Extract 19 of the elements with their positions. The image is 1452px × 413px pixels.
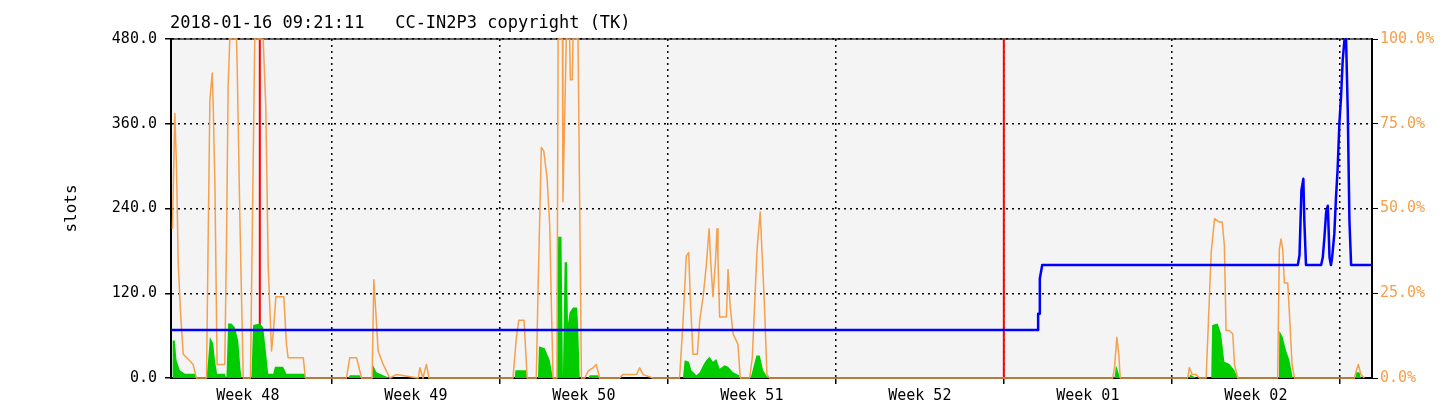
y-tick-label: 360.0 <box>111 113 157 132</box>
y-axis-title: slots <box>60 184 80 233</box>
x-tick-label: Week 51 <box>720 385 784 404</box>
y-tick-label: 480.0 <box>111 28 157 47</box>
y2-tick-label: 25.0% <box>1380 283 1426 302</box>
y-tick-label: 240.0 <box>111 198 157 217</box>
x-tick-label: Week 50 <box>552 385 616 404</box>
x-tick-label: Week 48 <box>216 385 280 404</box>
y2-tick-label: 50.0% <box>1380 198 1426 217</box>
chart-title: 2018-01-16 09:21:11 CC-IN2P3 copyright (TK) <box>170 12 631 32</box>
x-tick-label: Week 02 <box>1224 385 1288 404</box>
x-tick-label: Week 49 <box>384 385 448 404</box>
x-tick-label: Week 01 <box>1056 385 1120 404</box>
y2-tick-label: 100.0% <box>1380 28 1435 47</box>
y2-tick-label: 0.0% <box>1380 367 1417 386</box>
x-tick-label: Week 52 <box>888 385 952 404</box>
y-tick-label: 120.0 <box>111 283 157 302</box>
y2-tick-label: 75.0% <box>1380 113 1426 132</box>
y-tick-label: 0.0 <box>129 367 157 386</box>
